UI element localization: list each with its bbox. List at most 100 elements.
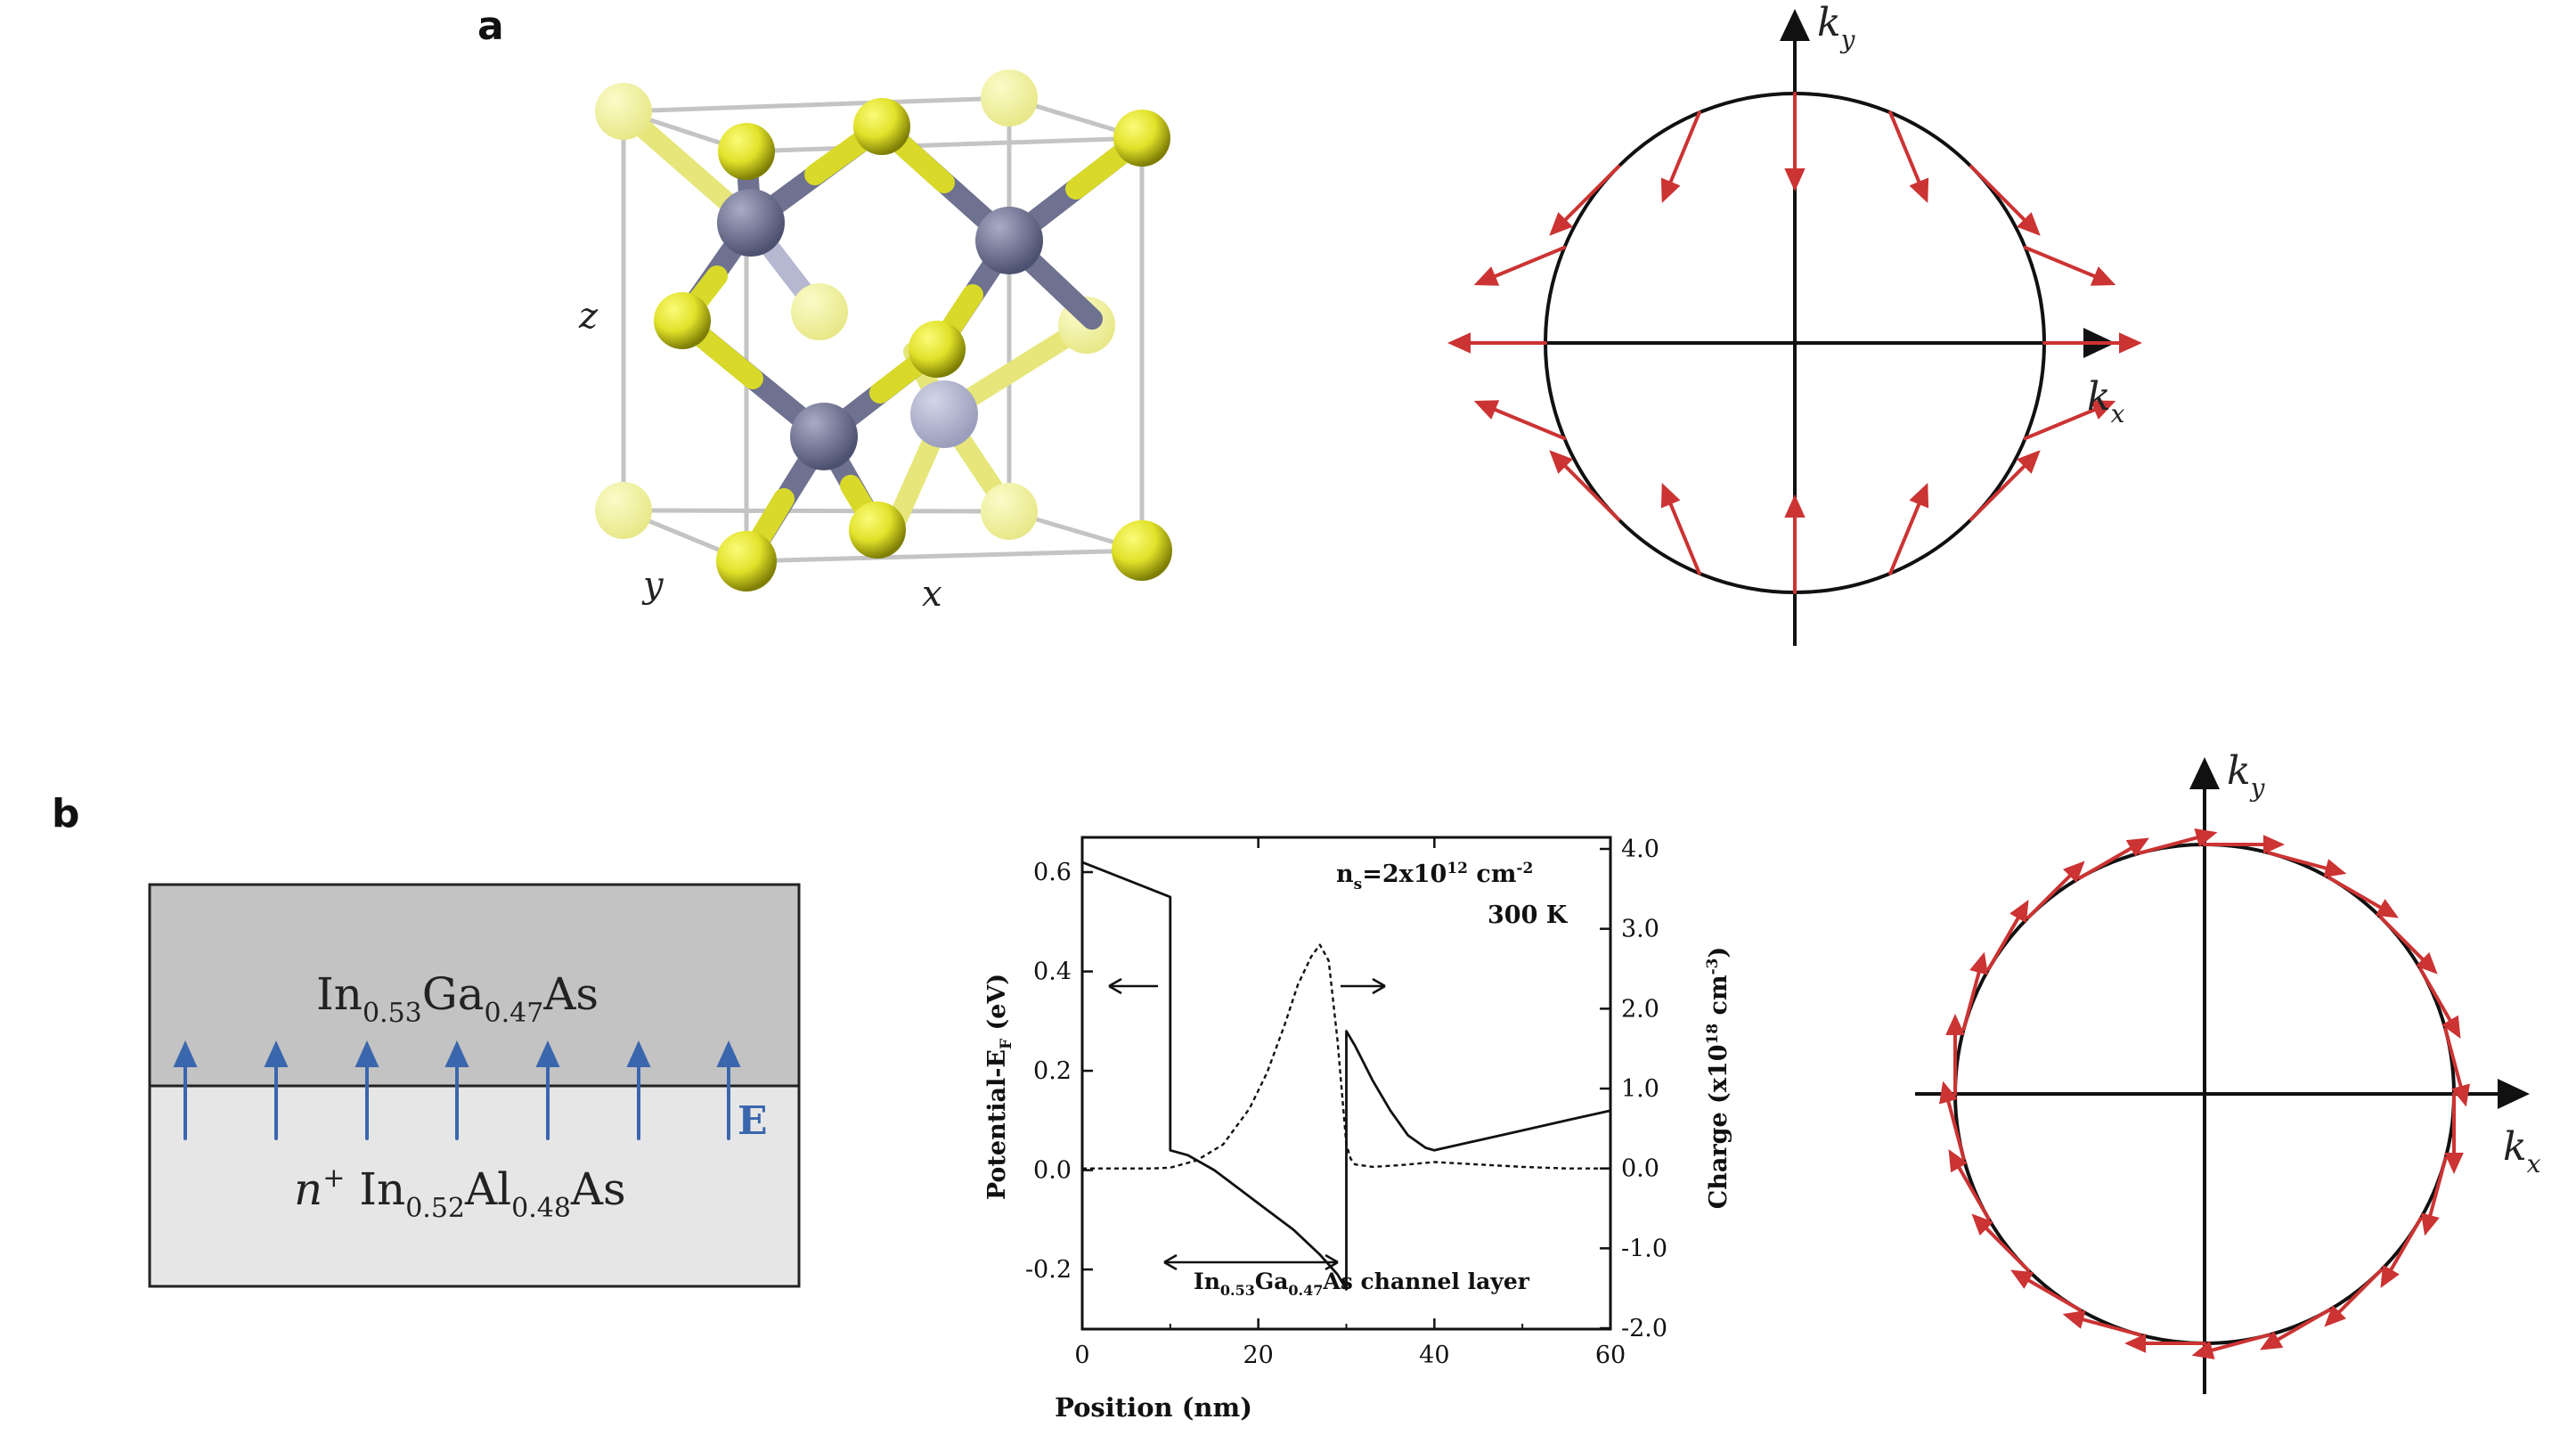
ky-arrowhead-icon — [2189, 757, 2220, 789]
y-right-tick-label: 4.0 — [1621, 836, 1659, 863]
ky-arrowhead-icon — [1780, 9, 1810, 41]
y-left-tick-label: -0.2 — [1025, 1256, 1072, 1284]
spin-arrow — [1549, 450, 1621, 521]
field-label: E — [738, 1098, 768, 1144]
x-tick-label: 40 — [1419, 1342, 1449, 1369]
spin-arrow — [1971, 1213, 2031, 1272]
spin-arrow — [1969, 450, 2041, 521]
spin-arrow — [1660, 483, 1701, 575]
y-left-tick-label: 0.2 — [1033, 1057, 1072, 1085]
spin-arrow — [1888, 110, 1929, 203]
field-arrow-icon — [355, 1040, 379, 1140]
ingaas-label: In0.53Ga0.47As — [316, 968, 599, 1029]
plot-annotations — [1108, 977, 1386, 1271]
spin-arrow — [1945, 1014, 1965, 1096]
field-arrow-icon — [626, 1040, 651, 1140]
plot-ticks: 0 20 40 60 -0.2 0.0 0.2 0.4 0.6 -2.0 -1.0 0.0 1.0 2.0… — [1025, 836, 1667, 1369]
spin-arrow — [2324, 1268, 2383, 1327]
axis-y-label: y — [641, 565, 664, 606]
charge-density-line — [1082, 943, 1610, 1170]
spin-arrow — [2191, 1333, 2271, 1359]
density-note: ns=2x1012 cm-2 — [1336, 860, 1533, 893]
field-arrow-icon — [535, 1040, 560, 1140]
spin-arrow — [2138, 828, 2218, 855]
potential-line — [1081, 861, 1611, 1291]
spin-arrow — [1447, 332, 1547, 354]
y-left-tick-label: 0.4 — [1033, 959, 1072, 986]
spin-arrow — [2418, 967, 2461, 1039]
y-left-tick-label: 0.6 — [1033, 859, 1072, 886]
y-right-tick-label: 2.0 — [1621, 995, 1659, 1023]
kx-label: kx — [2087, 374, 2125, 428]
y-right-tick-label: 0.0 — [1621, 1155, 1659, 1183]
axis-x-label: x — [922, 574, 942, 615]
ky-label: ky — [1817, 0, 1856, 54]
spin-arrow — [2260, 1308, 2331, 1350]
plot-series — [1081, 861, 1611, 1291]
x-tick-label: 60 — [1595, 1342, 1626, 1369]
electric-field-arrows — [173, 1040, 741, 1140]
field-arrow-icon — [444, 1040, 469, 1140]
spin-arrow — [2124, 1334, 2206, 1353]
spin-arrow — [2062, 1309, 2142, 1337]
channel-arrowheads-icon — [1163, 1253, 1339, 1271]
y-right-tick-label: -2.0 — [1621, 1315, 1667, 1342]
spin-arrows — [1939, 828, 2470, 1359]
temperature-note: 300 K — [1488, 901, 1569, 929]
inalas-layer — [150, 1086, 799, 1286]
spin-arrow — [1961, 951, 1989, 1032]
spin-arrow — [1473, 245, 1567, 286]
spin-arrow — [2327, 876, 2399, 918]
spin-arrow — [1549, 165, 1621, 236]
y-left-tick-label: 0.0 — [1033, 1157, 1072, 1185]
spin-arrow — [2444, 1092, 2464, 1174]
spin-arrow — [1939, 1081, 1966, 1161]
y-right-tick-label: 1.0 — [1621, 1075, 1659, 1103]
spin-arrow — [1473, 400, 1567, 441]
channel-label: In0.53Ga0.47As channel layer — [1194, 1269, 1530, 1299]
x-tick-label: 0 — [1074, 1342, 1089, 1369]
spin-arrow — [2042, 332, 2142, 354]
spin-arrow — [2078, 837, 2149, 880]
right-arrowhead-icon — [1372, 977, 1386, 995]
spin-arrow — [2443, 1027, 2470, 1107]
front-atoms — [654, 98, 1172, 591]
x-tick-label: 20 — [1243, 1342, 1273, 1369]
spin-arrow — [1948, 1149, 1991, 1220]
spin-arrow — [2420, 1156, 2448, 1236]
panel-label-b: b — [52, 791, 80, 836]
y-left-axis-label: Potential-EF (eV) — [983, 974, 1015, 1200]
x-axis-label: Position (nm) — [1055, 1392, 1252, 1423]
spin-arrow — [2010, 1269, 2082, 1312]
spin-arrows — [1447, 92, 2142, 594]
field-arrow-icon — [264, 1040, 289, 1140]
y-right-tick-label: -1.0 — [1621, 1235, 1667, 1262]
spin-arrow — [1969, 165, 2041, 236]
spin-arrow — [2023, 400, 2116, 441]
spin-arrow — [2203, 835, 2285, 854]
y-right-tick-label: 3.0 — [1621, 916, 1659, 943]
kx-label: kx — [2503, 1124, 2541, 1179]
spin-arrow — [2026, 861, 2085, 920]
inalas-label: n+ In0.52Al0.48As — [294, 1163, 626, 1224]
spin-arrow — [1660, 110, 1701, 203]
field-arrow-icon — [173, 1040, 198, 1140]
field-arrow-icon — [716, 1040, 741, 1140]
kx-arrowhead-icon — [2498, 1079, 2530, 1109]
spin-arrow — [1784, 494, 1806, 594]
spin-arrow — [2378, 916, 2438, 975]
spin-arrow — [2267, 851, 2347, 878]
y-right-axis-label: Charge (x1018 cm-3) — [1704, 947, 1732, 1210]
spin-arrow — [1784, 92, 1806, 192]
spin-arrow — [2023, 245, 2116, 286]
axis-z-label: z — [578, 296, 599, 337]
panel-label-a: a — [477, 4, 504, 49]
spin-arrow — [2380, 1217, 2423, 1288]
left-arrowhead-icon — [1108, 977, 1122, 995]
spin-arrow — [1986, 900, 2029, 971]
